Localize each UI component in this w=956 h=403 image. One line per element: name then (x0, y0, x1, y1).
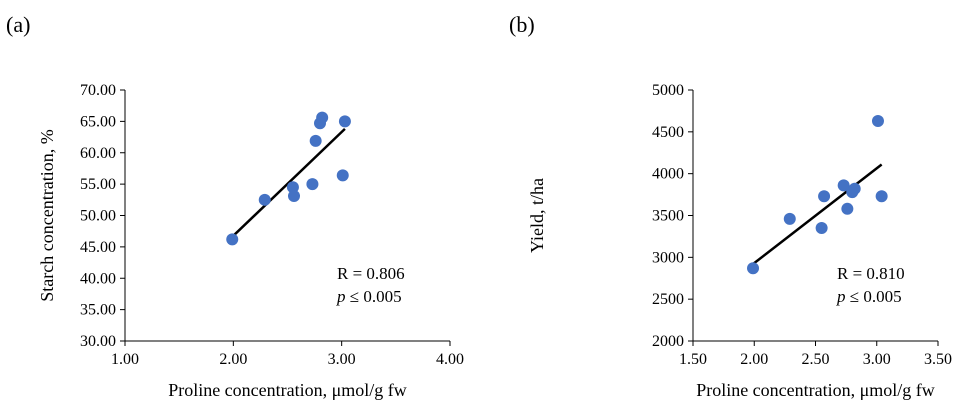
chart-b-data-point (875, 190, 888, 203)
panel-label-b: (b) (509, 12, 535, 37)
chart-a-data-point (336, 169, 349, 182)
chart-b-trendline (752, 163, 883, 266)
chart-b-y-tick-label: 3500 (652, 208, 684, 225)
panel-label-a: (a) (6, 12, 31, 37)
chart-b-data-point (747, 262, 760, 275)
chart-a-x-tick-label: 1.00 (111, 351, 139, 368)
chart-b-data-point (841, 202, 854, 215)
chart-a-x-tick-label: 3.00 (328, 351, 356, 368)
chart-a-x-axis-title: Proline concentration, μmol/g fw (168, 380, 407, 400)
chart-b-p-annotation: p ≤ 0.005 (836, 287, 902, 306)
chart-a-data-point (226, 233, 239, 246)
chart-a-data-point (316, 111, 329, 124)
chart-a-y-tick-label: 35.00 (80, 302, 116, 319)
chart-a-data-point (288, 190, 300, 203)
chart-b-data-point (837, 179, 850, 192)
chart-b-x-axis-title: Proline concentration, μmol/g fw (696, 380, 935, 400)
chart-b-y-tick-label: 4000 (652, 166, 684, 183)
chart-b-data-point (815, 222, 828, 235)
chart-b-data-point (871, 114, 884, 127)
chart-b-data-point (818, 190, 831, 203)
scatter-chart-b: 2000 2500 3000 3500 4000 4500 5000 1.50 2.00 2.50… (527, 82, 952, 400)
chart-a-trendline (231, 128, 346, 238)
chart-a-x-tick-label: 2.00 (219, 351, 247, 368)
chart-a-p-annotation: p ≤ 0.005 (336, 287, 402, 306)
chart-a-y-tick-label: 70.00 (80, 82, 116, 99)
chart-b-y-tick-label: 3000 (652, 249, 684, 266)
chart-a-data-point (338, 115, 351, 128)
chart-b-y-tick-label: 4500 (652, 124, 684, 141)
chart-a-data-point (258, 193, 271, 206)
chart-a-y-tick-label: 30.00 (80, 333, 116, 350)
chart-b-x-tick-label: 1.50 (679, 351, 707, 368)
chart-b-x-tick-label: 3.50 (924, 351, 952, 368)
chart-a-r-annotation: R = 0.806 (337, 264, 405, 283)
chart-a-x-tick-label: 4.00 (436, 351, 464, 368)
chart-b-y-tick-label: 2000 (652, 333, 684, 350)
scatter-chart-a: 30.00 35.00 40.00 45.00 50.00 55.00 60.00 65.00… (37, 82, 464, 400)
chart-b-y-tick-label: 5000 (652, 82, 684, 99)
chart-a-y-tick-label: 65.00 (80, 113, 116, 130)
chart-b-x-tick-label: 3.00 (863, 351, 891, 368)
chart-a-y-tick-label: 55.00 (80, 176, 116, 193)
chart-b-y-axis-title: Yield, t/ha (527, 178, 547, 253)
chart-a-data-point (286, 181, 299, 194)
chart-a-data-point (309, 134, 322, 147)
chart-a-y-axis-title: Starch concentration, % (37, 129, 57, 301)
chart-b-x-tick-label: 2.00 (740, 351, 768, 368)
chart-a-data-point (306, 178, 319, 191)
chart-b-data-point (783, 212, 796, 225)
chart-a-y-tick-label: 50.00 (80, 208, 116, 225)
chart-b-r-annotation: R = 0.810 (837, 264, 905, 283)
chart-b-y-tick-label: 2500 (652, 291, 684, 308)
chart-a-y-tick-label: 45.00 (80, 239, 116, 256)
chart-b-data-point (848, 182, 861, 195)
chart-b-x-tick-label: 2.50 (802, 351, 830, 368)
chart-a-y-tick-label: 60.00 (80, 145, 116, 162)
chart-a-y-tick-label: 40.00 (80, 270, 116, 287)
